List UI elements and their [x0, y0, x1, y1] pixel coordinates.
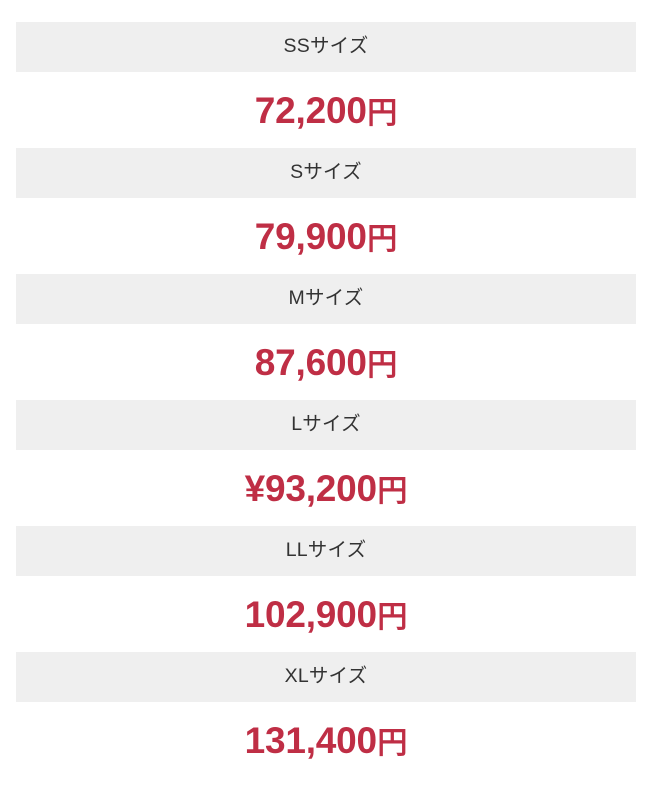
price-cell: 102,900 円: [0, 576, 652, 652]
price-cell: 87,600 円: [0, 324, 652, 400]
price-amount: 72,200: [254, 89, 367, 131]
size-price-row: XLサイズ 131,400 円: [0, 652, 652, 778]
size-price-row: Mサイズ 87,600 円: [0, 274, 652, 400]
size-label: Lサイズ: [291, 413, 361, 436]
price-cell: 72,200 円: [0, 72, 652, 148]
size-price-row: LLサイズ 102,900 円: [0, 526, 652, 652]
yen-suffix: 円: [367, 96, 398, 130]
size-label: SSサイズ: [283, 35, 369, 58]
price-amount: ¥93,200: [244, 467, 378, 509]
size-header-band: XLサイズ: [16, 652, 636, 702]
price-value: 72,200 円: [255, 92, 397, 129]
size-label: LLサイズ: [285, 539, 367, 562]
price-table: SSサイズ 72,200 円 Sサイズ 79,900 円 Mサイズ 87,600 円: [0, 22, 652, 778]
size-label: Mサイズ: [288, 287, 364, 310]
size-header-band: LLサイズ: [16, 526, 636, 576]
size-header-band: Sサイズ: [16, 148, 636, 198]
yen-suffix: 円: [377, 474, 408, 508]
price-amount: 102,900: [244, 593, 378, 635]
size-price-row: Sサイズ 79,900 円: [0, 148, 652, 274]
size-label: XLサイズ: [284, 665, 368, 688]
size-header-band: SSサイズ: [16, 22, 636, 72]
yen-suffix: 円: [367, 222, 398, 256]
size-price-row: SSサイズ 72,200 円: [0, 22, 652, 148]
size-label: Sサイズ: [290, 161, 362, 184]
price-cell: 131,400 円: [0, 702, 652, 778]
price-amount: 87,600: [254, 341, 367, 383]
price-cell: ¥93,200 円: [0, 450, 652, 526]
price-value: ¥93,200 円: [245, 470, 408, 507]
size-price-row: Lサイズ ¥93,200 円: [0, 400, 652, 526]
price-value: 102,900 円: [245, 596, 408, 633]
size-header-band: Mサイズ: [16, 274, 636, 324]
yen-suffix: 円: [377, 600, 408, 634]
price-value: 79,900 円: [255, 218, 397, 255]
price-value: 131,400 円: [245, 722, 408, 759]
yen-suffix: 円: [367, 348, 398, 382]
size-header-band: Lサイズ: [16, 400, 636, 450]
price-cell: 79,900 円: [0, 198, 652, 274]
price-amount: 131,400: [244, 719, 378, 761]
yen-suffix: 円: [377, 726, 408, 760]
price-value: 87,600 円: [255, 344, 397, 381]
price-amount: 79,900: [254, 215, 367, 257]
